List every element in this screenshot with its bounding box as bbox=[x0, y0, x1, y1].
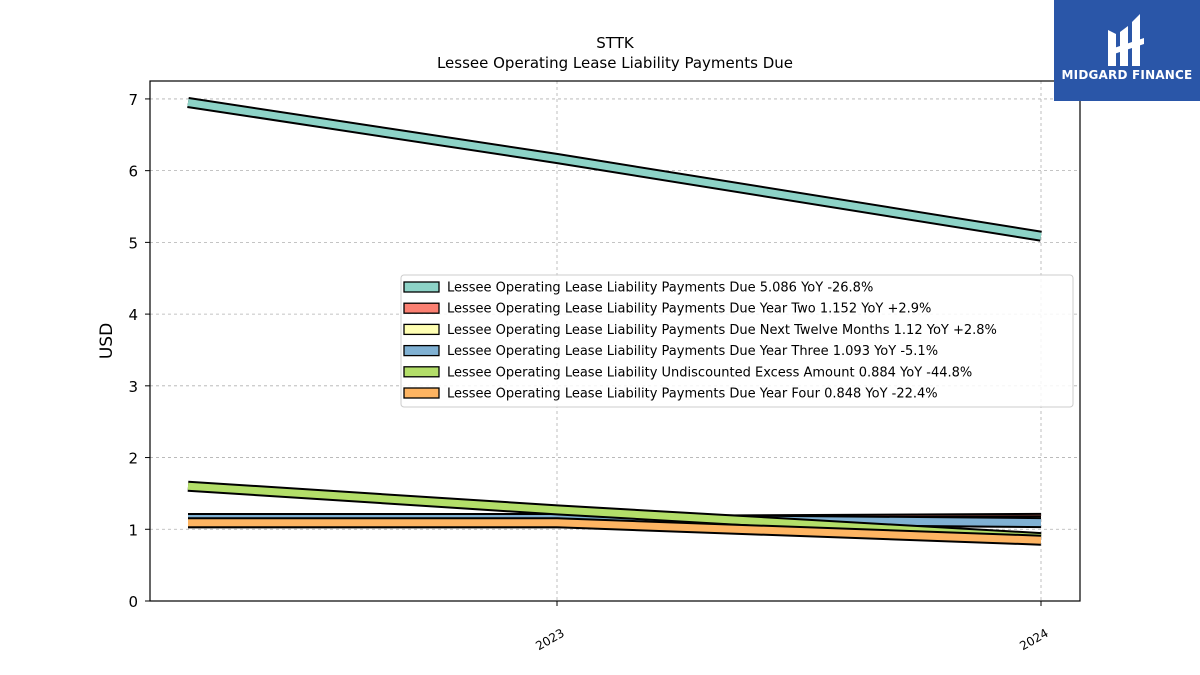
y-tick-label: 1 bbox=[128, 521, 138, 539]
brand-name: MIDGARD FINANCE bbox=[1061, 68, 1193, 82]
y-tick-label: 2 bbox=[128, 450, 138, 468]
legend-swatch bbox=[403, 387, 440, 399]
legend-item[interactable]: Lessee Operating Lease Liability Payment… bbox=[403, 344, 938, 359]
legend-item[interactable]: Lessee Operating Lease Liability Payment… bbox=[403, 387, 938, 402]
series-line bbox=[187, 482, 1042, 542]
series-5 bbox=[188, 517, 1042, 546]
logo-mark-icon bbox=[1108, 14, 1144, 66]
legend-item[interactable]: Lessee Operating Lease Liability Payment… bbox=[403, 281, 873, 296]
x-tick-label: 2023 bbox=[533, 626, 566, 653]
y-tick-label: 3 bbox=[128, 378, 138, 396]
legend-item[interactable]: Lessee Operating Lease Liability Payment… bbox=[403, 302, 931, 317]
series-4 bbox=[187, 480, 1042, 544]
series-layer bbox=[187, 97, 1042, 546]
legend-box bbox=[400, 274, 1074, 408]
x-tick-label: 2024 bbox=[1017, 626, 1050, 653]
legend-swatch bbox=[403, 281, 440, 293]
legend-label: Lessee Operating Lease Liability Payment… bbox=[447, 344, 938, 359]
legend-label: Lessee Operating Lease Liability Undisco… bbox=[447, 365, 972, 380]
y-tick-label: 0 bbox=[128, 593, 138, 611]
legend-swatch bbox=[403, 302, 440, 314]
legend-swatch bbox=[403, 323, 440, 336]
series-0 bbox=[187, 97, 1042, 242]
plot-frame bbox=[149, 80, 1081, 602]
series-line bbox=[187, 99, 1042, 240]
y-tick-label: 6 bbox=[128, 163, 138, 181]
legend-swatch bbox=[403, 366, 440, 378]
legend-label: Lessee Operating Lease Liability Payment… bbox=[447, 281, 873, 296]
legend-swatch bbox=[403, 344, 440, 357]
legend-item[interactable]: Lessee Operating Lease Liability Undisco… bbox=[403, 365, 972, 380]
brand-logo: MIDGARD FINANCE bbox=[1054, 0, 1200, 101]
y-tick-label: 4 bbox=[128, 306, 138, 324]
legend[interactable]: Lessee Operating Lease Liability Payment… bbox=[400, 274, 1074, 408]
y-tick-label: 7 bbox=[128, 91, 138, 109]
series-line bbox=[188, 519, 1042, 544]
legend-label: Lessee Operating Lease Liability Payment… bbox=[447, 323, 997, 338]
y-axis-label: USD bbox=[97, 323, 117, 359]
legend-label: Lessee Operating Lease Liability Payment… bbox=[447, 302, 931, 317]
legend-item[interactable]: Lessee Operating Lease Liability Payment… bbox=[403, 323, 997, 338]
chart-title: STTK bbox=[596, 34, 635, 52]
chart-subtitle: Lessee Operating Lease Liability Payment… bbox=[437, 54, 793, 72]
y-tick-label: 5 bbox=[128, 234, 138, 252]
legend-label: Lessee Operating Lease Liability Payment… bbox=[447, 387, 938, 402]
